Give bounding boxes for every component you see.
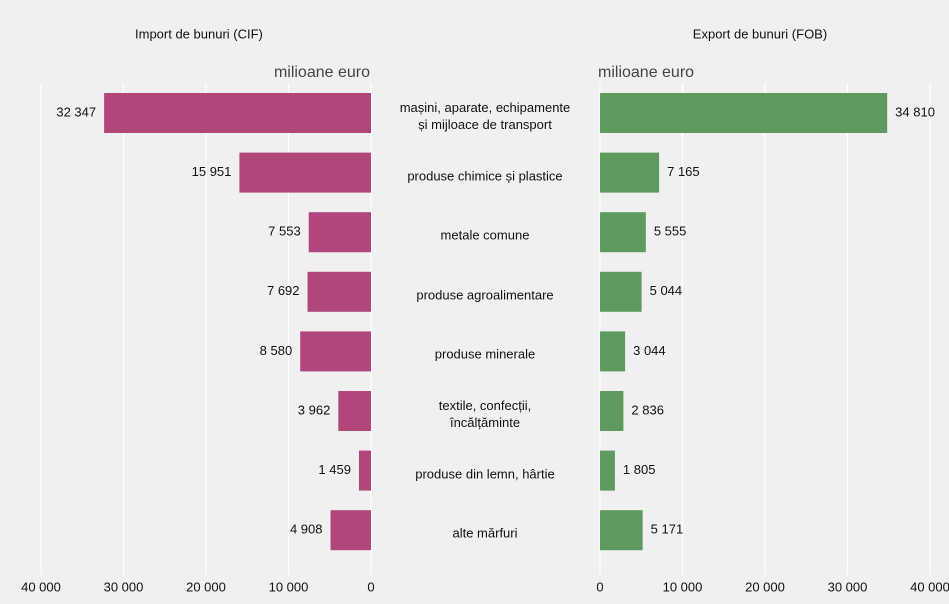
value-label: 34 810: [895, 104, 935, 119]
category-label: metale comune: [440, 227, 530, 243]
x-tick-label: 20 000: [186, 579, 226, 594]
category-label: produse din lemn, hârtie: [415, 466, 555, 482]
x-tick-label: 30 000: [104, 579, 144, 594]
category-label: mașini, aparate, echipamente și mijloace…: [399, 100, 571, 132]
value-label: 32 347: [56, 104, 96, 119]
x-tick-label: 10 000: [269, 579, 309, 594]
value-label: 7 692: [267, 283, 300, 298]
x-tick-label: 0: [367, 579, 374, 594]
value-label: 5 044: [650, 283, 683, 298]
bar: [308, 212, 371, 253]
value-label: 1 805: [623, 462, 656, 477]
export-unit: milioane euro: [598, 64, 694, 81]
value-label: 4 908: [290, 522, 323, 537]
bar: [600, 93, 888, 133]
bar: [600, 152, 660, 193]
bar: [300, 331, 371, 372]
bar: [600, 271, 642, 312]
bar: [358, 450, 371, 491]
value-label: 1 459: [318, 462, 351, 477]
value-label: 7 553: [268, 224, 301, 239]
value-label: 3 044: [633, 343, 666, 358]
x-tick-label: 40 000: [910, 579, 949, 594]
category-label: alte mărfuri: [452, 525, 518, 541]
bar: [600, 212, 646, 253]
x-tick-label: 20 000: [745, 579, 785, 594]
category-label: produse agroalimentare: [416, 287, 554, 303]
x-tick-label: 0: [596, 579, 603, 594]
x-tick-label: 40 000: [21, 579, 61, 594]
bar: [104, 93, 371, 133]
value-label: 15 951: [192, 164, 232, 179]
bar: [338, 391, 371, 431]
value-label: 2 836: [631, 402, 664, 417]
value-label: 5 555: [654, 224, 687, 239]
value-label: 7 165: [667, 164, 700, 179]
category-label: textile, confecții, încălțăminte: [438, 398, 532, 430]
bar: [307, 271, 371, 312]
category-label: produse minerale: [434, 346, 536, 362]
bar: [600, 510, 643, 551]
bar: [600, 450, 615, 491]
x-tick-label: 30 000: [828, 579, 868, 594]
value-label: 3 962: [298, 402, 331, 417]
import-title: Import de bunuri (CIF): [135, 26, 263, 41]
bar: [239, 152, 371, 193]
import-unit: milioane euro: [274, 64, 370, 81]
bar: [330, 510, 371, 551]
bar: [600, 391, 624, 431]
category-label: produse chimice și plastice: [407, 168, 563, 184]
export-title: Export de bunuri (FOB): [693, 26, 827, 41]
x-tick-label: 10 000: [663, 579, 703, 594]
plot: 40 000 30 000 20 000 10 000 0 0 10 000 20 000 30…: [21, 83, 949, 594]
bar: [600, 331, 626, 372]
value-label: 5 171: [651, 522, 684, 537]
value-label: 8 580: [260, 343, 293, 358]
